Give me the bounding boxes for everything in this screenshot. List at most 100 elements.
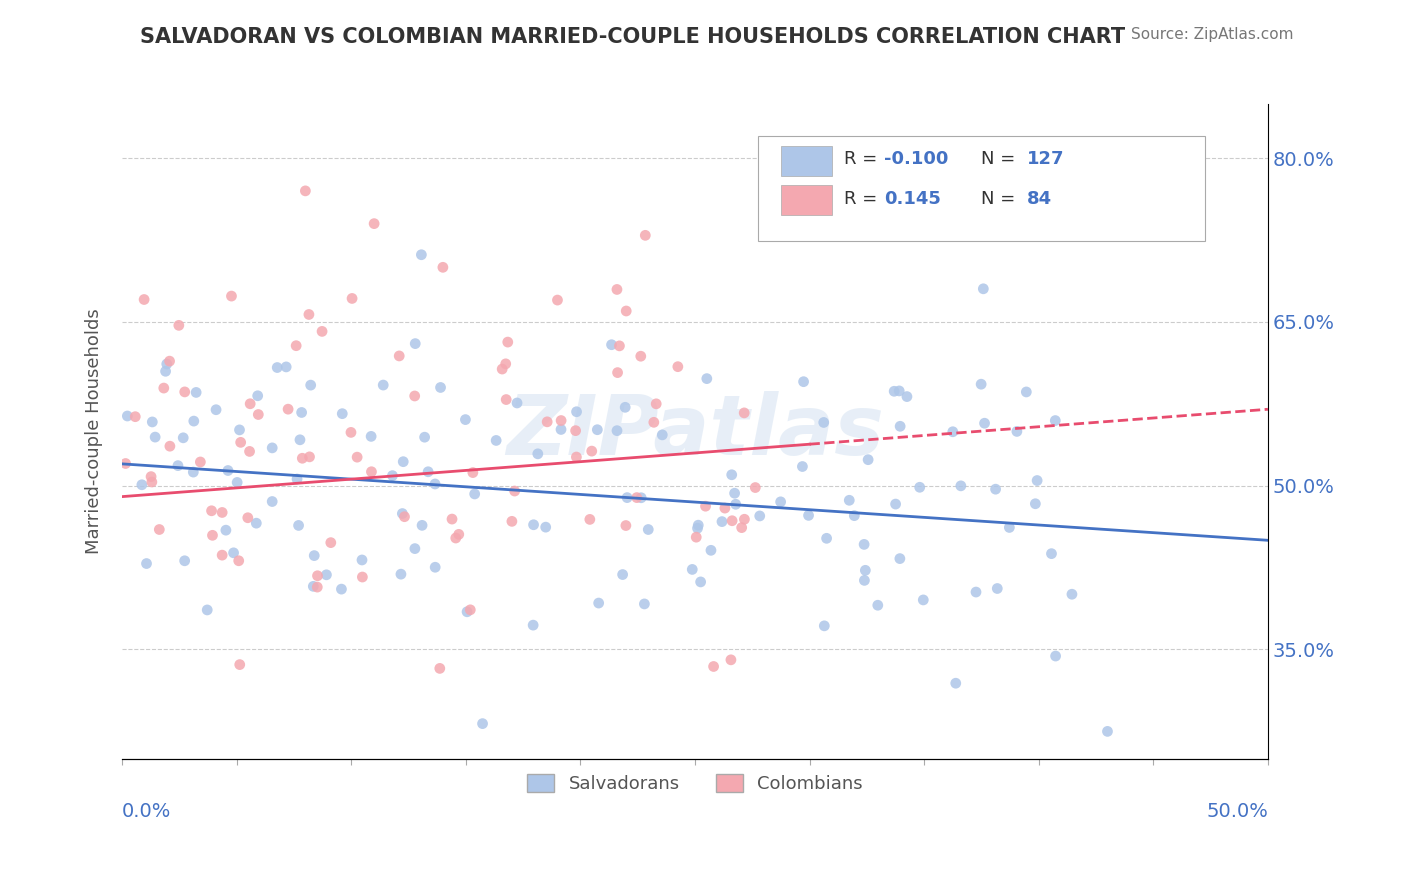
Y-axis label: Married-couple Households: Married-couple Households bbox=[86, 309, 103, 554]
Point bbox=[813, 416, 835, 430]
Point bbox=[299, 378, 322, 392]
Point bbox=[298, 450, 321, 464]
Text: N =: N = bbox=[981, 150, 1021, 169]
Point bbox=[425, 560, 447, 574]
Point bbox=[1005, 425, 1028, 439]
Point bbox=[226, 475, 249, 490]
Point bbox=[724, 497, 747, 511]
Point bbox=[527, 447, 550, 461]
Point bbox=[217, 463, 239, 477]
Point bbox=[245, 516, 267, 531]
Point bbox=[211, 506, 233, 520]
Point bbox=[392, 455, 415, 469]
Point bbox=[404, 541, 426, 556]
Point bbox=[614, 401, 637, 415]
Point bbox=[418, 465, 440, 479]
Point bbox=[565, 450, 588, 464]
Point bbox=[155, 364, 177, 378]
Point bbox=[626, 491, 648, 505]
Point bbox=[853, 574, 876, 588]
Point bbox=[606, 424, 628, 438]
Point bbox=[167, 458, 190, 473]
Point bbox=[346, 450, 368, 465]
Point bbox=[246, 389, 269, 403]
Point bbox=[285, 339, 308, 353]
Point bbox=[600, 337, 623, 351]
Point bbox=[965, 585, 987, 599]
Point bbox=[853, 563, 876, 577]
Point bbox=[681, 562, 703, 576]
Point bbox=[291, 451, 314, 466]
Point bbox=[471, 716, 494, 731]
Point bbox=[134, 293, 156, 307]
Point bbox=[307, 568, 329, 582]
Point bbox=[744, 481, 766, 495]
Text: SALVADORAN VS COLOMBIAN MARRIED-COUPLE HOUSEHOLDS CORRELATION CHART: SALVADORAN VS COLOMBIAN MARRIED-COUPLE H… bbox=[141, 27, 1125, 46]
Point bbox=[643, 415, 665, 429]
Point bbox=[501, 514, 523, 528]
Point bbox=[266, 360, 288, 375]
Point bbox=[340, 292, 363, 306]
Point bbox=[291, 405, 314, 419]
Point bbox=[889, 419, 911, 434]
Point bbox=[714, 501, 737, 516]
FancyBboxPatch shape bbox=[780, 146, 832, 176]
Point bbox=[1026, 474, 1049, 488]
Point bbox=[564, 424, 586, 438]
Point bbox=[262, 494, 284, 508]
Point bbox=[413, 430, 436, 444]
Point bbox=[853, 537, 876, 551]
Point bbox=[733, 512, 755, 526]
FancyBboxPatch shape bbox=[758, 136, 1205, 241]
Point bbox=[319, 535, 342, 549]
Point bbox=[228, 554, 250, 568]
Point bbox=[588, 596, 610, 610]
Point bbox=[404, 389, 426, 403]
Point bbox=[456, 605, 478, 619]
Point bbox=[769, 495, 792, 509]
Point bbox=[229, 657, 252, 672]
Point bbox=[159, 354, 181, 368]
Point bbox=[315, 567, 337, 582]
Point bbox=[156, 357, 179, 371]
Text: 0.145: 0.145 bbox=[884, 189, 941, 208]
Point bbox=[797, 508, 820, 523]
Point bbox=[522, 618, 544, 632]
Point bbox=[630, 491, 652, 505]
Point bbox=[883, 384, 905, 399]
Text: ZIPatlas: ZIPatlas bbox=[506, 391, 884, 472]
Point bbox=[172, 431, 194, 445]
Point bbox=[614, 518, 637, 533]
Point bbox=[506, 396, 529, 410]
Point bbox=[731, 521, 754, 535]
Point bbox=[423, 477, 446, 491]
Point bbox=[970, 377, 993, 392]
Point bbox=[534, 520, 557, 534]
Point bbox=[1040, 547, 1063, 561]
Point bbox=[884, 497, 907, 511]
Point bbox=[440, 512, 463, 526]
Point bbox=[190, 455, 212, 469]
Point bbox=[720, 653, 742, 667]
Point bbox=[167, 318, 190, 333]
Point bbox=[485, 434, 508, 448]
Point bbox=[298, 308, 321, 322]
Point bbox=[464, 487, 486, 501]
Point bbox=[135, 557, 157, 571]
Point bbox=[186, 385, 208, 400]
Point bbox=[411, 248, 433, 262]
Point bbox=[287, 518, 309, 533]
Point bbox=[998, 520, 1021, 534]
Point bbox=[666, 359, 689, 374]
Point bbox=[352, 570, 374, 584]
Point bbox=[686, 521, 709, 535]
Point bbox=[711, 515, 734, 529]
Point bbox=[1024, 497, 1046, 511]
Point bbox=[195, 603, 218, 617]
Text: 84: 84 bbox=[1028, 189, 1053, 208]
Point bbox=[311, 325, 333, 339]
Point bbox=[294, 184, 316, 198]
Point bbox=[228, 423, 250, 437]
Point bbox=[148, 523, 170, 537]
Text: 127: 127 bbox=[1028, 150, 1064, 169]
